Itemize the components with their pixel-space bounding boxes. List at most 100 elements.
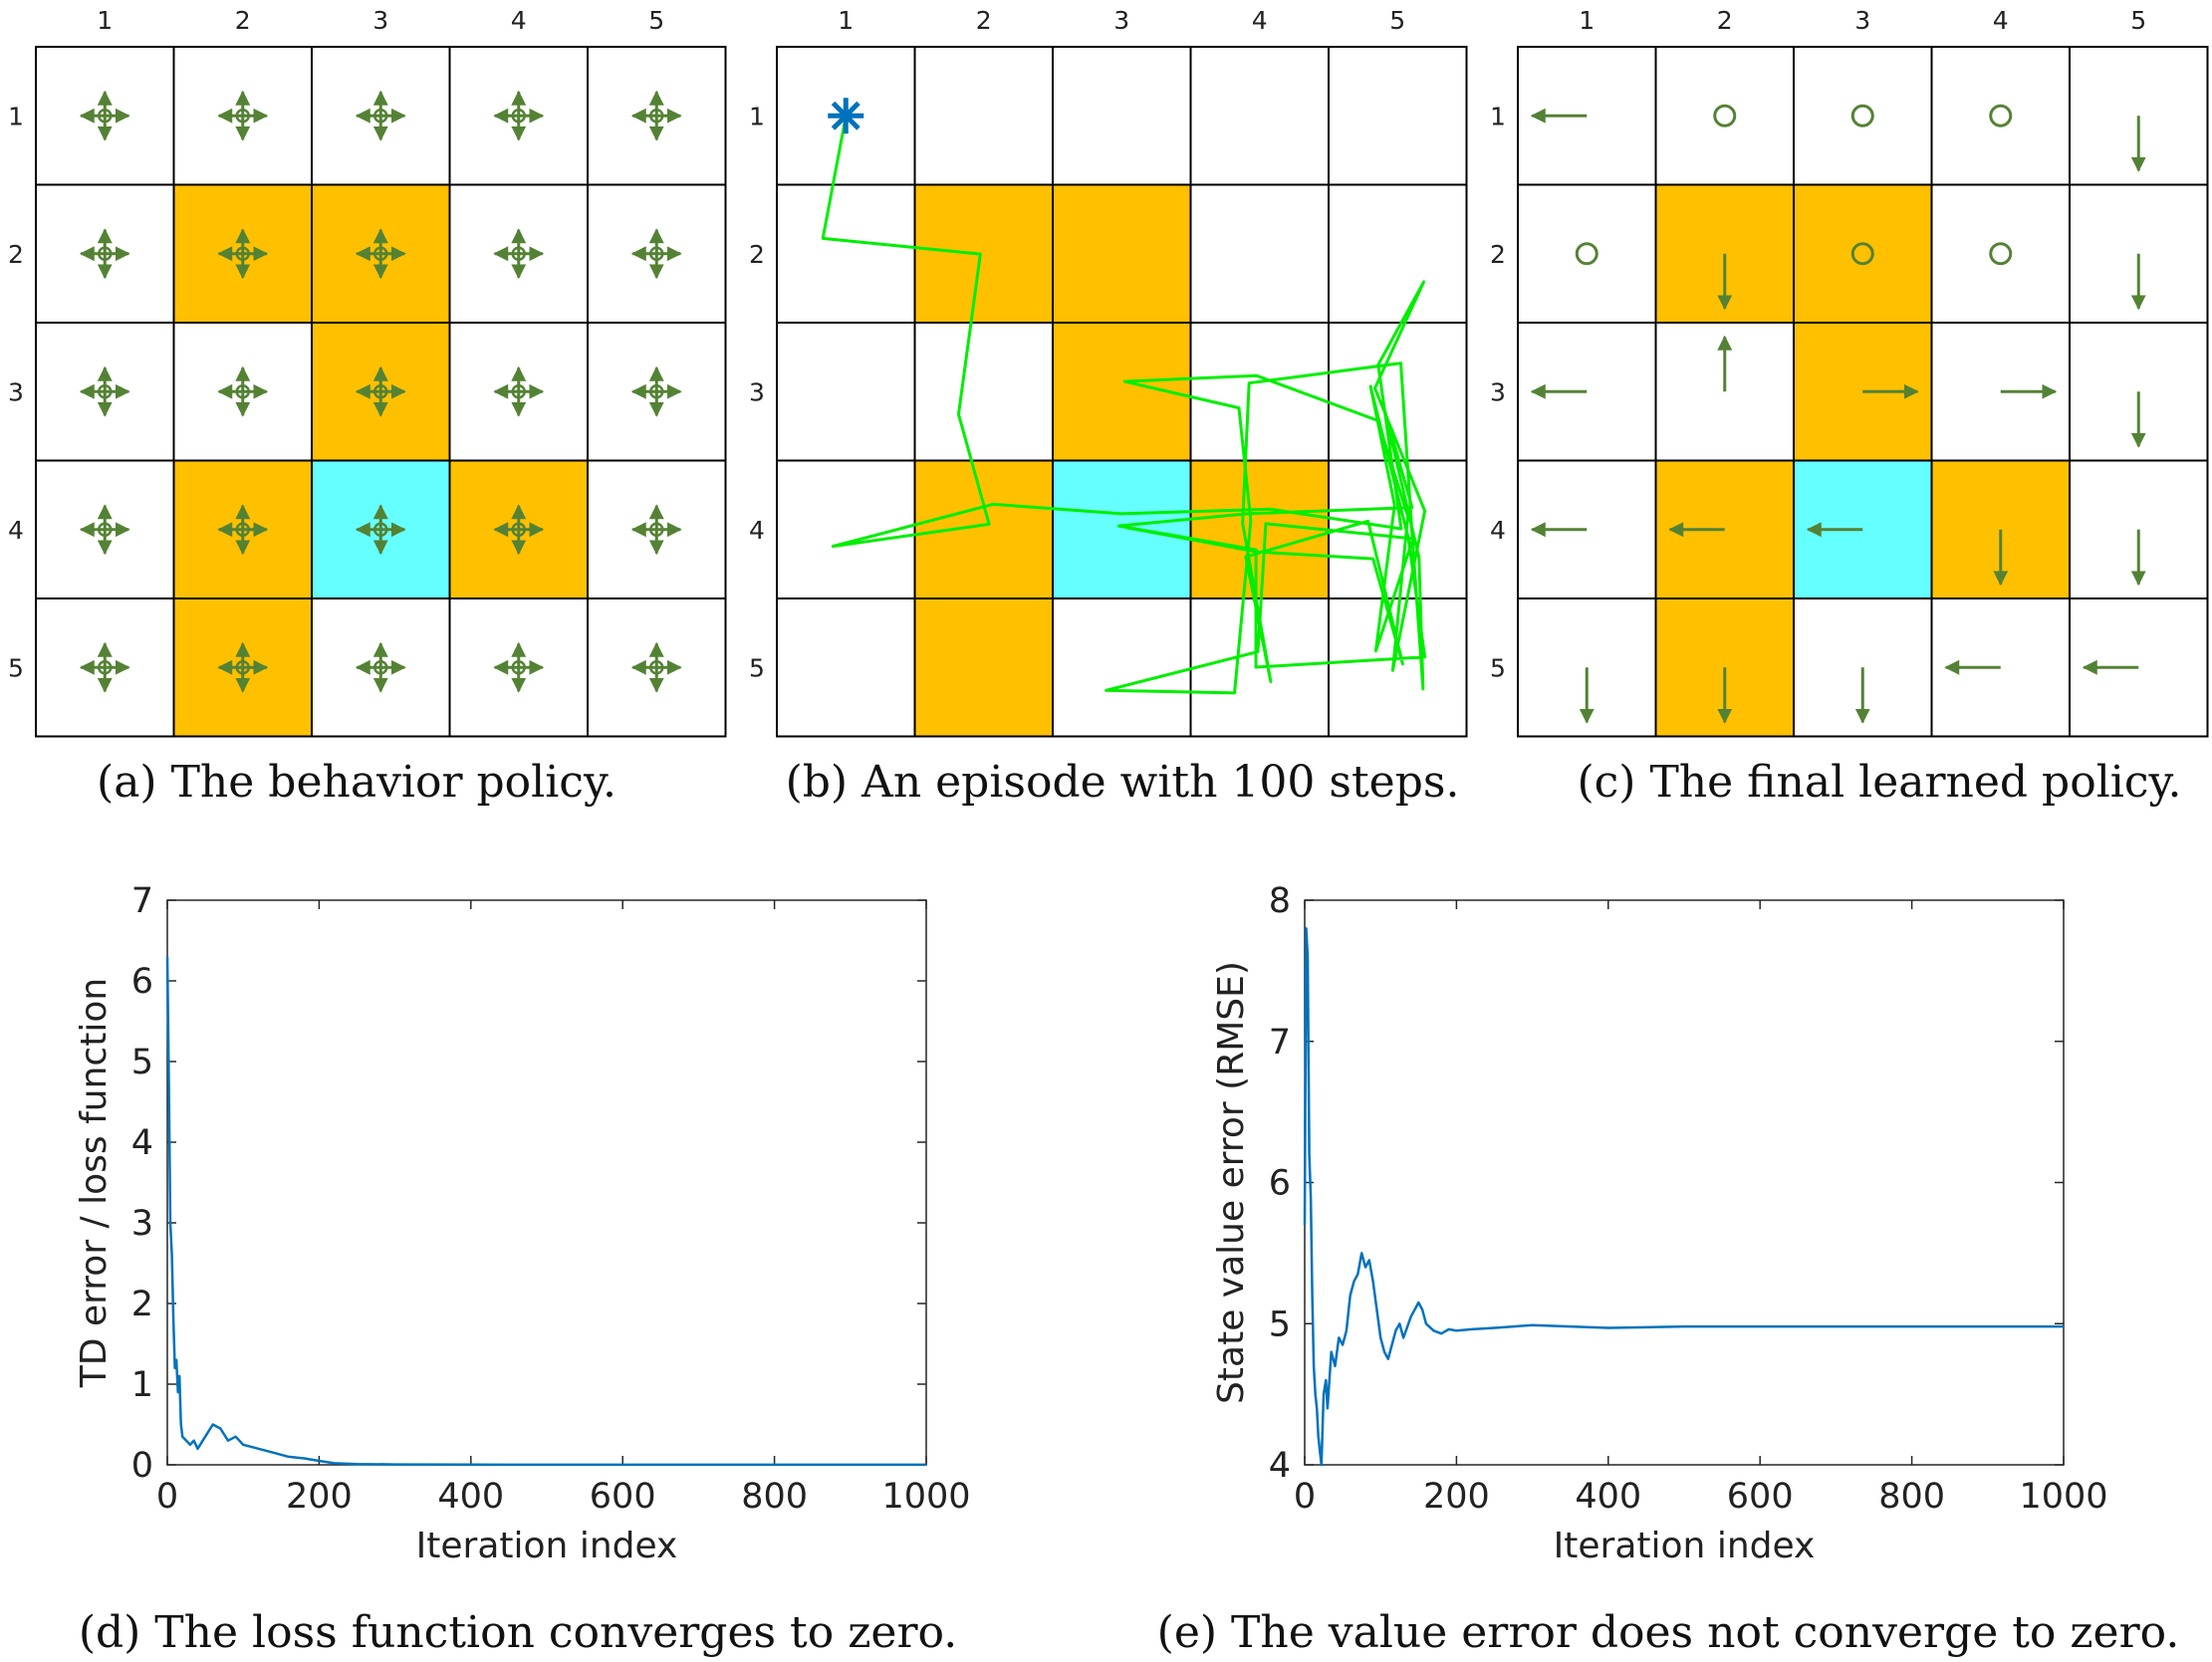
caption-a: (a) The behavior policy. xyxy=(97,757,616,808)
x-tick-label: 400 xyxy=(1575,1477,1641,1517)
x-tick-label: 600 xyxy=(1727,1477,1794,1517)
grid-row-label: 4 xyxy=(8,516,24,545)
y-tick-label: 5 xyxy=(1269,1305,1291,1344)
caption-c: (c) The final learned policy. xyxy=(1578,757,2182,808)
grid-col-label: 2 xyxy=(235,6,251,35)
x-tick-label: 1000 xyxy=(881,1477,970,1517)
episode-trajectory xyxy=(821,119,1427,695)
x-tick-label: 200 xyxy=(286,1477,353,1517)
stay-circle-icon xyxy=(98,384,113,399)
y-tick-label: 4 xyxy=(131,1123,153,1163)
grid-col-label: 5 xyxy=(648,6,664,35)
grid-col-label: 3 xyxy=(1113,6,1129,35)
panel-c-learned-policy: 1 2 3 4 5 1 2 3 4 5 xyxy=(1490,6,2209,738)
stay-circle-icon xyxy=(373,522,388,537)
grid-col-label: 1 xyxy=(1579,6,1595,35)
grid-cell-3-5 xyxy=(587,322,727,462)
grid-col-label: 3 xyxy=(1854,6,1870,35)
grid-row-label: 2 xyxy=(1490,240,1506,269)
stay-circle-icon xyxy=(235,109,250,123)
stay-circle-icon xyxy=(511,109,526,123)
series-line-d xyxy=(165,956,926,1467)
grid-col-label: 2 xyxy=(976,6,992,35)
x-tick-label: 800 xyxy=(1878,1477,1945,1517)
grid-cell-1-3 xyxy=(1052,46,1192,186)
y-tick-label: 6 xyxy=(1269,1164,1291,1204)
x-tick-label: 1000 xyxy=(2019,1477,2107,1517)
stay-circle-icon xyxy=(235,246,250,261)
grid-row-label: 3 xyxy=(749,377,765,406)
x-tick-label: 600 xyxy=(590,1477,656,1517)
grid-row-label: 1 xyxy=(1490,102,1506,130)
stay-circle-icon xyxy=(511,522,526,537)
y-tick-label: 8 xyxy=(1269,881,1291,921)
plot-frame xyxy=(1304,899,2065,1466)
stay-circle-icon xyxy=(235,384,250,399)
stay-circle-icon xyxy=(98,246,113,261)
grid-cell-4-3 xyxy=(1052,459,1192,599)
grid-row-label: 4 xyxy=(749,516,765,545)
grid-cell-2-3 xyxy=(1793,183,1933,324)
grid-row-label: 5 xyxy=(1490,653,1506,682)
grid-cell-2-3 xyxy=(311,183,451,324)
grid-row-label: 5 xyxy=(8,653,24,682)
y-axis-label: State value error (RMSE) xyxy=(1211,961,1252,1404)
grid-cell-2-5 xyxy=(1328,183,1468,324)
x-axis-label: Iteration index xyxy=(416,1526,678,1566)
grid-cell-1-2 xyxy=(913,46,1054,186)
grid-col-label: 4 xyxy=(1252,6,1268,35)
panel-a-behavior-policy: 1 2 3 4 5 1 2 3 4 5 xyxy=(8,6,727,738)
x-tick-label: 400 xyxy=(437,1477,504,1517)
grid-col-label: 4 xyxy=(1993,6,2009,35)
x-tick-label: 200 xyxy=(1423,1477,1490,1517)
y-tick-label: 7 xyxy=(131,881,153,921)
y-tick-label: 3 xyxy=(131,1204,153,1244)
grid-col-label: 4 xyxy=(511,6,527,35)
grid-col-label: 5 xyxy=(2130,6,2146,35)
panel-e-value-error-chart: 0 200 400 600 800 1000 4 5 6 7 8 Iteration index Sta… xyxy=(1211,881,2108,1566)
stay-circle-icon xyxy=(649,384,664,399)
start-star-icon xyxy=(828,98,864,134)
grid-cell-1-3 xyxy=(1793,46,1933,186)
stay-circle-icon xyxy=(235,522,250,537)
grid-cell-5-1 xyxy=(776,597,916,738)
stay-circle-icon xyxy=(373,246,388,261)
grid-row-label: 2 xyxy=(749,240,765,269)
stay-circle-icon xyxy=(1850,242,1874,266)
stay-circle-icon xyxy=(649,246,664,261)
stay-circle-icon xyxy=(1850,104,1874,127)
grid-row-label: 1 xyxy=(749,102,765,130)
grid-cell-1-4 xyxy=(1930,46,2071,186)
grid-cell-4-4 xyxy=(1189,459,1330,599)
stay-circle-icon xyxy=(511,660,526,675)
series-line-e xyxy=(1303,927,2064,1467)
stay-circle-icon xyxy=(373,109,388,123)
panel-b-episode: 1 2 3 4 5 1 2 3 4 5 xyxy=(749,6,1468,738)
caption-d: (d) The loss function converges to zero. xyxy=(79,1607,957,1658)
start-star-stroke xyxy=(831,101,860,130)
grid-cell-2-1 xyxy=(776,183,916,324)
stay-circle-icon xyxy=(511,384,526,399)
grid-cell-2-4 xyxy=(1189,183,1330,324)
stay-circle-icon xyxy=(1575,242,1598,266)
stay-circle-icon xyxy=(98,109,113,123)
x-tick-label: 800 xyxy=(741,1477,808,1517)
stay-circle-icon xyxy=(1989,104,2013,127)
grid-row-label: 3 xyxy=(8,377,24,406)
grid-cell-5-2 xyxy=(172,597,313,738)
stay-circle-icon xyxy=(235,660,250,675)
y-axis-label: TD error / loss function xyxy=(74,978,115,1388)
grid-cell-3-2 xyxy=(913,322,1054,462)
grid-row-label: 5 xyxy=(749,653,765,682)
stay-circle-icon xyxy=(98,522,113,537)
y-tick-label: 6 xyxy=(131,962,153,1002)
stay-circle-icon xyxy=(98,660,113,675)
grid-row-label: 1 xyxy=(8,102,24,130)
grid-col-label: 1 xyxy=(97,6,113,35)
grid-cell-5-2 xyxy=(913,597,1054,738)
grid-cell-4-2 xyxy=(913,459,1054,599)
grid-cell-3-4 xyxy=(448,322,589,462)
grid-cell-3-5 xyxy=(1328,322,1468,462)
plot-frame xyxy=(166,899,927,1466)
